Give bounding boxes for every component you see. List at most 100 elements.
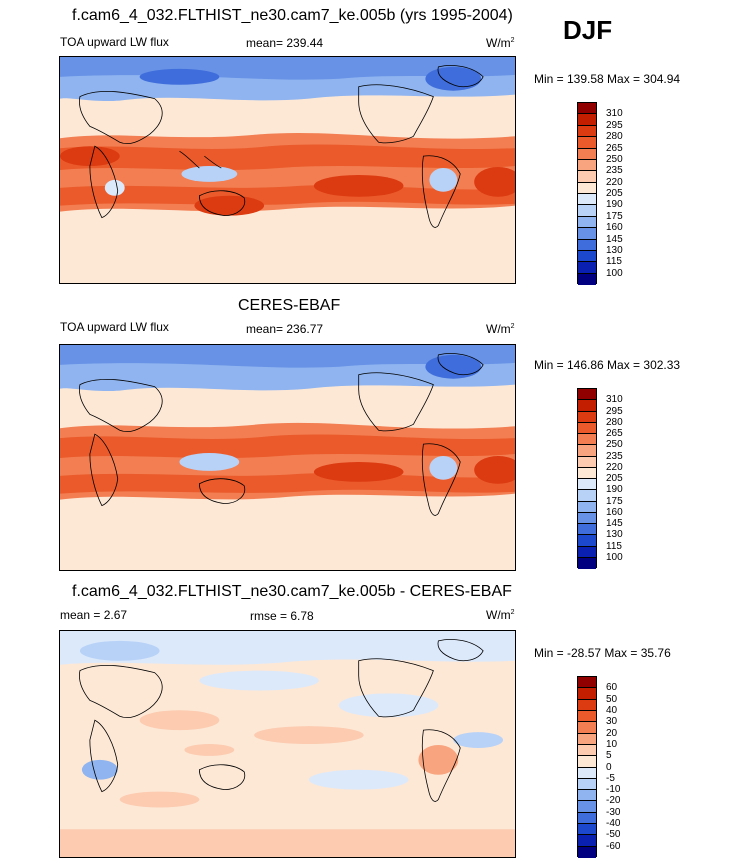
colorbar-swatch [578,182,596,194]
colorbar-tick-label: 295 [606,119,623,131]
colorbar-swatch [578,445,596,457]
colorbar-tick-label: -30 [606,806,621,818]
colorbar-swatch [578,422,596,434]
panel1-mean-label: mean= 239.44 [246,36,324,50]
colorbar-tick-label: 175 [606,210,623,222]
panel3-map [59,630,516,858]
panel3-minmax: Min = -28.57 Max = 35.76 [534,646,671,660]
colorbar-tick-label: 5 [606,750,612,762]
colorbar-tick-label: -50 [606,829,621,841]
colorbar-tick-label: -40 [606,818,621,830]
colorbar-swatch [578,411,596,423]
colorbar-swatch [578,250,596,263]
colorbar-tick-label: 40 [606,704,618,716]
colorbar-tick-label: 310 [606,108,623,120]
colorbar-tick-label: -5 [606,772,615,784]
panel2-minmax: Min = 146.86 Max = 302.33 [534,358,681,372]
colorbar-tick-label: 280 [606,131,623,143]
panel3-mean-label: mean = 2.67 [60,608,128,622]
colorbar-swatch [578,400,596,412]
colorbar-tick-label: 250 [606,439,623,451]
colorbar-tick-label: 295 [606,405,623,417]
colorbar-swatch [578,389,596,401]
colorbar-swatch [578,216,596,229]
panel1-variable-label: TOA upward LW flux [60,35,169,49]
colorbar-swatch [578,767,596,779]
colorbar-swatch [578,239,596,251]
panel2-colorbar [577,388,597,569]
colorbar-swatch [578,205,596,217]
colorbar-swatch [578,490,596,502]
colorbar-swatch [578,824,596,836]
colorbar-tick-label: 60 [606,682,618,694]
colorbar-swatch [578,812,596,825]
panel3-colorbar [577,676,597,858]
panel2-title: CERES-EBAF [238,297,341,314]
colorbar-swatch [578,688,596,700]
colorbar-swatch [578,467,596,479]
colorbar-tick-label: 205 [606,473,623,484]
colorbar-tick-label: -10 [606,784,621,796]
colorbar-tick-label: 265 [606,428,623,439]
colorbar-swatch [578,512,596,524]
colorbar-tick-label: 160 [606,222,623,234]
colorbar-swatch [578,722,596,734]
colorbar-swatch [578,171,596,183]
colorbar-swatch [578,699,596,711]
panel1-title: f.cam6_4_032.FLTHIST_ne30.cam7_ke.005b (… [72,7,513,24]
colorbar-tick-label: 220 [606,461,623,473]
colorbar-tick-label: 190 [606,484,623,496]
panel2-variable-label: TOA upward LW flux [60,320,169,334]
colorbar-swatch [578,846,596,858]
colorbar-swatch [578,801,596,813]
colorbar-tick-label: 280 [606,416,623,428]
colorbar-tick-label: 205 [606,188,623,199]
colorbar-tick-label: 235 [606,165,623,177]
panel3-title: f.cam6_4_032.FLTHIST_ne30.cam7_ke.005b -… [72,583,512,600]
colorbar-tick-label: 250 [606,153,623,165]
colorbar-swatch [578,228,596,240]
colorbar-swatch [578,273,596,285]
colorbar-tick-label: 190 [606,199,623,211]
colorbar-swatch [578,710,596,723]
colorbar-tick-label: 115 [606,540,622,552]
panel1-map [59,56,516,284]
colorbar-swatch [578,456,596,468]
panel1-units: W/m2 [486,36,515,50]
colorbar-swatch [578,835,596,847]
colorbar-swatch [578,148,596,160]
colorbar-swatch [578,756,596,768]
colorbar-tick-label: 100 [606,551,623,563]
colorbar-swatch [578,114,596,126]
colorbar-tick-label: 20 [606,727,618,739]
season-label: DJF [563,15,613,45]
colorbar-tick-label: -60 [606,840,621,852]
colorbar-swatch [578,262,596,274]
colorbar-tick-label: 50 [606,693,618,705]
colorbar-swatch [578,546,596,558]
colorbar-tick-label: 130 [606,244,623,256]
colorbar-swatch [578,778,596,791]
colorbar-tick-label: 220 [606,176,623,188]
colorbar-tick-label: 100 [606,267,623,279]
colorbar-swatch [578,103,596,115]
colorbar-swatch [578,744,596,757]
panel2-mean-label: mean= 236.77 [246,322,324,336]
colorbar-swatch [578,677,596,689]
panel2-units: W/m2 [486,322,515,336]
colorbar-swatch [578,479,596,491]
colorbar-tick-label: 0 [606,761,612,773]
colorbar-tick-label: 115 [606,256,622,268]
colorbar-tick-label: 175 [606,495,623,507]
colorbar-swatch [578,434,596,446]
colorbar-swatch [578,137,596,149]
colorbar-swatch [578,733,596,745]
colorbar-tick-label: 160 [606,506,623,518]
colorbar-swatch [578,194,596,206]
panel3-rmse-label: rmse = 6.78 [250,609,314,623]
colorbar-tick-label: -20 [606,795,621,807]
panel3-units: W/m2 [486,608,515,622]
panel1-colorbar [577,102,597,285]
panel2-map [59,344,516,571]
colorbar-tick-label: 235 [606,450,623,462]
